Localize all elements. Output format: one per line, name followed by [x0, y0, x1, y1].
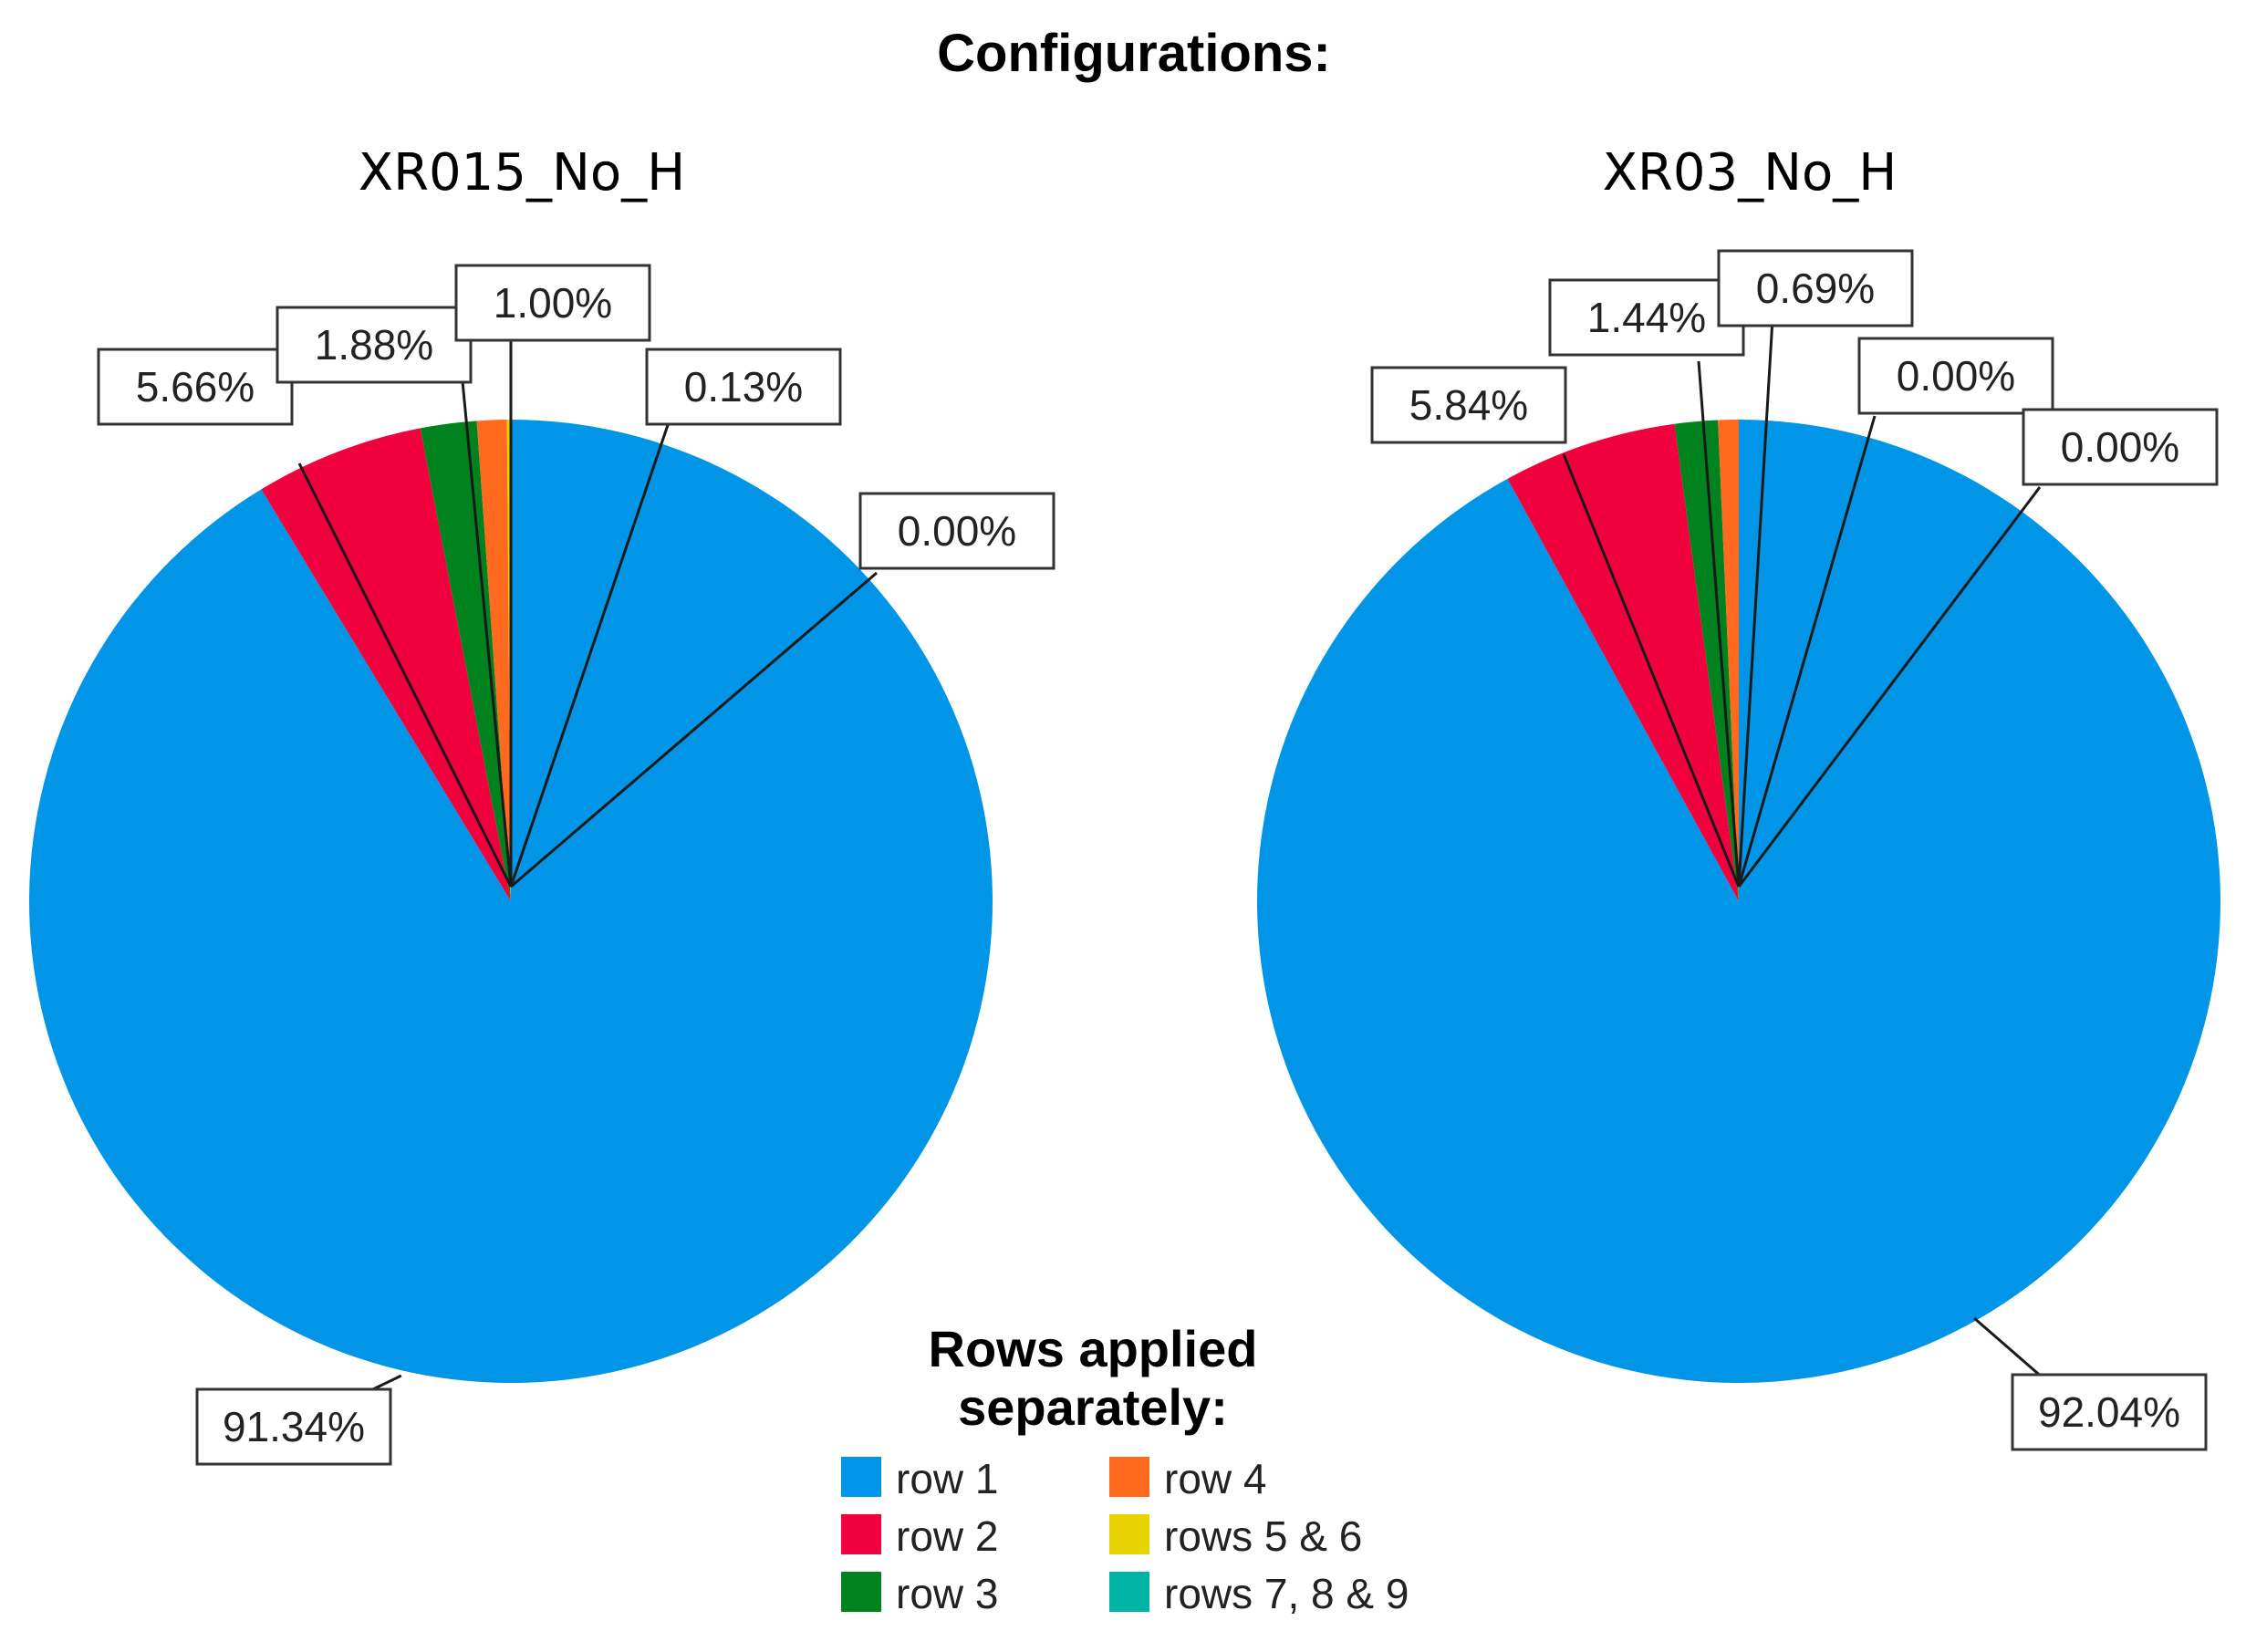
data-label-box [2011, 1373, 2208, 1451]
pie-chart-xr03: XR03_No_H 92.04% 5.84% 1.44% 0.69% 0.00% 0.00… [1257, 143, 2220, 1451]
leader-line [1697, 360, 1741, 888]
leader-line [297, 462, 513, 888]
data-label-box [1370, 366, 1567, 444]
figure-title: Configurations: [937, 24, 1331, 83]
pie-slice-row-2 [261, 428, 511, 901]
legend-item-row-4: row 4 [1109, 1455, 1266, 1502]
pie-slice-row-3 [1674, 420, 1739, 901]
legend-item-row-2: row 2 [841, 1512, 998, 1560]
legend-label: row 4 [1164, 1455, 1266, 1502]
leader-line [510, 571, 878, 888]
pie-slice-row-4 [1718, 420, 1739, 901]
data-label-box [2022, 408, 2219, 486]
pie-slice-row-4 [476, 420, 511, 902]
pie-chart-xr015: XR015_No_H 91.34% 5.66% 1.88% 1.00% 0.13% 0.0… [28, 143, 1055, 1466]
leader-line [1737, 318, 1774, 888]
legend-label: row 1 [896, 1455, 998, 1502]
legend-swatch [841, 1572, 881, 1612]
data-label: 1.44% [1587, 294, 1706, 341]
leader-line [1737, 415, 1877, 888]
data-label: 0.00% [898, 507, 1016, 555]
data-label-box [645, 348, 842, 426]
legend-swatch [841, 1457, 881, 1497]
legend-label: rows 5 & 6 [1164, 1512, 1362, 1560]
data-label-box [1548, 278, 1745, 357]
pie-slice-row-1 [28, 420, 993, 1383]
leader-line [461, 380, 513, 888]
data-label: 0.00% [2061, 423, 2179, 471]
legend-swatch [841, 1514, 881, 1554]
leader-line [1562, 453, 1741, 888]
data-label-box [1857, 337, 2054, 415]
data-label: 0.00% [1897, 352, 2015, 400]
legend-label: row 3 [896, 1570, 998, 1617]
legend-label: row 2 [896, 1512, 998, 1560]
pie-title-xr03: XR03_No_H [1603, 143, 1898, 203]
legend-item-row-1: row 1 [841, 1455, 998, 1502]
leader-line [509, 424, 670, 888]
data-label-box [1717, 249, 1914, 327]
data-label: 5.66% [136, 363, 255, 410]
legend-swatch [1109, 1572, 1149, 1612]
data-label-box [454, 264, 651, 342]
leader-line [1737, 486, 2042, 888]
pie-slices [1257, 420, 2220, 1383]
data-label: 5.84% [1409, 381, 1528, 429]
data-label: 92.04% [2038, 1388, 2180, 1436]
legend-item-rows-5-6: rows 5 & 6 [1109, 1512, 1362, 1560]
pie-slice-row-3 [420, 421, 511, 902]
data-label-box [858, 492, 1055, 570]
data-label: 1.00% [494, 279, 612, 327]
data-label: 91.34% [223, 1403, 365, 1450]
legend-title-line1: Rows applied [929, 1320, 1258, 1377]
legend-item-rows-7-8-9: rows 7, 8 & 9 [1109, 1570, 1409, 1617]
pie-slice-row-2 [1507, 423, 1739, 902]
data-label-box [97, 348, 294, 426]
legend: Rows applied separately: row 1 row 2 row 3… [841, 1320, 1409, 1617]
legend-item-row-3: row 3 [841, 1570, 998, 1617]
data-label-box [276, 306, 473, 384]
data-label: 1.88% [315, 321, 433, 369]
pie-slices [28, 420, 993, 1383]
data-label: 0.69% [1756, 265, 1875, 312]
legend-swatch [1109, 1514, 1149, 1554]
legend-label: rows 7, 8 & 9 [1164, 1570, 1409, 1617]
pie-title-xr015: XR015_No_H [359, 143, 685, 203]
data-label-box [195, 1387, 392, 1466]
legend-title-line2: separately: [958, 1378, 1228, 1436]
legend-swatch [1109, 1457, 1149, 1497]
data-label: 0.13% [684, 363, 803, 410]
